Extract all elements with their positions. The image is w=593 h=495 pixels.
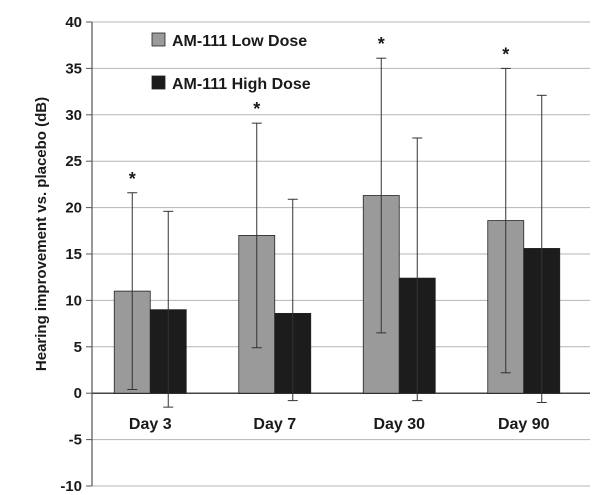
y-tick-label: 20 — [65, 200, 82, 217]
y-axis-title: Hearing improvement vs. placebo (dB) — [33, 97, 50, 371]
legend-background — [146, 71, 350, 95]
y-tick-label: 15 — [65, 246, 82, 263]
x-category-label: Day 7 — [253, 416, 296, 433]
y-tick-label: 0 — [74, 385, 82, 402]
y-tick-label: 25 — [65, 153, 82, 170]
y-tick-label: 30 — [65, 107, 82, 124]
y-tick-label: 10 — [65, 292, 82, 309]
x-category-label: Day 30 — [373, 416, 425, 433]
y-tick-label: -5 — [69, 432, 82, 449]
y-tick-label: -10 — [60, 478, 82, 495]
x-category-label: Day 90 — [498, 416, 550, 433]
legend-swatch — [151, 32, 166, 47]
y-tick-label: 40 — [65, 14, 82, 31]
x-category-label: Day 3 — [129, 416, 172, 433]
significance-marker: * — [129, 169, 136, 189]
legend-label: AM-111 High Dose — [172, 76, 311, 93]
y-tick-label: 5 — [74, 339, 82, 356]
legend-swatch — [151, 75, 166, 90]
legend-label: AM-111 Low Dose — [172, 33, 307, 50]
y-tick-label: 35 — [65, 60, 82, 77]
significance-marker: * — [378, 34, 385, 54]
legend-background — [146, 28, 350, 52]
significance-marker: * — [253, 99, 260, 119]
significance-marker: * — [502, 44, 509, 64]
